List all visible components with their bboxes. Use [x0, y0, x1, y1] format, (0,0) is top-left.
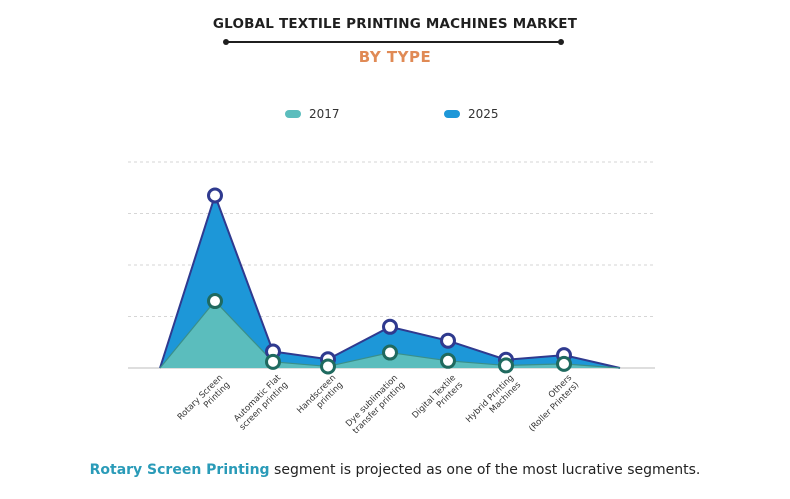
x-tick-label: Hybrid PrintingMachines [464, 373, 523, 432]
legend-item-2017: 2017 [285, 107, 340, 121]
data-point-2017 [320, 358, 336, 375]
legend-label-2025: 2025 [468, 107, 499, 121]
chart-subtitle: BY TYPE [358, 48, 432, 66]
legend-swatch-2025 [444, 110, 460, 118]
x-tick-label: Others(Roller Printers) [520, 373, 581, 434]
title-rule-dot-left [223, 39, 229, 45]
data-point-2025 [440, 332, 456, 349]
data-point-2017 [207, 293, 223, 310]
caption-highlight: Rotary Screen Printing [89, 462, 270, 478]
chart-caption: Rotary Screen Printing segment is projec… [0, 462, 790, 478]
legend-swatch-2017 [285, 110, 301, 118]
x-tick-label: Dye sublimationtransfer printing [344, 373, 407, 436]
legend-label-2017: 2017 [309, 107, 340, 121]
area-chart: Rotary ScreenPrinting Automatic Flatscree… [128, 161, 655, 436]
x-tick-label: Rotary ScreenPrinting [176, 373, 232, 429]
title-rule [226, 41, 561, 43]
data-point-2017 [556, 355, 572, 372]
data-point-2017 [382, 344, 398, 361]
data-point-2025 [207, 187, 223, 204]
data-point-2025 [382, 318, 398, 335]
x-tick-label: Digital TextilePrinters [410, 373, 465, 428]
data-point-2017 [265, 353, 281, 370]
legend-item-2025: 2025 [444, 107, 499, 121]
chart-title: GLOBAL TEXTILE PRINTING MACHINES MARKET [212, 16, 578, 32]
data-point-2017 [498, 357, 514, 374]
caption-text: segment is projected as one of the most … [269, 462, 701, 478]
x-tick-label: Handscreenprinting [295, 373, 345, 423]
title-rule-dot-right [558, 39, 564, 45]
x-tick-label: Automatic Flatscreen printing [231, 373, 291, 433]
data-point-2017 [440, 352, 456, 369]
